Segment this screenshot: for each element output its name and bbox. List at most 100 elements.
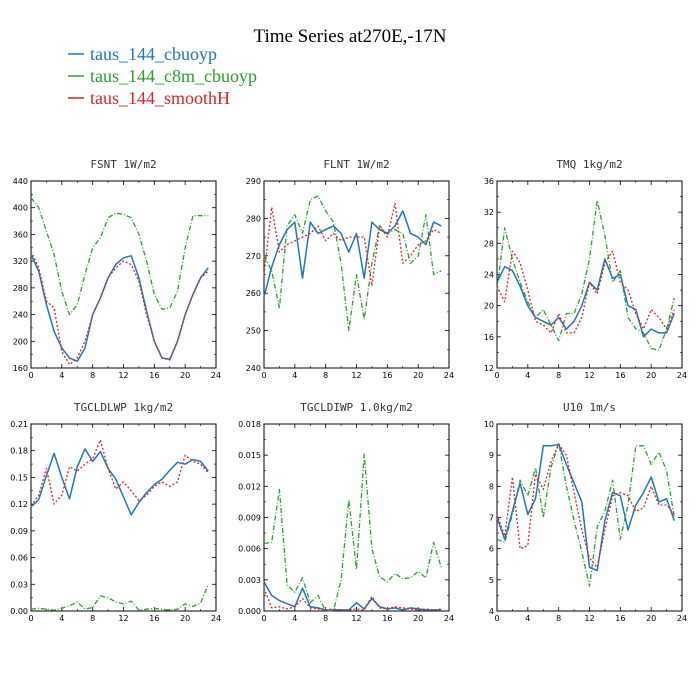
y-tick-label: 360 [13,230,28,239]
plot-frame [496,180,683,369]
figure-title: Time Series at270E,-17N [254,26,447,47]
series-line-taus-144-c8m-cbuoyp [496,442,675,587]
legend-entry-taus-144-c8m-cbuoyp: taus_144_c8m_cbuoyp [68,66,257,86]
y-tick-label: 8 [489,482,494,491]
x-tick-label: 24 [211,614,221,623]
plot-frame [30,423,217,612]
y-tick-label: 240 [13,311,28,320]
legend-label: taus_144_cbuoyp [90,44,217,64]
series-line-taus-144-c8m-cbuoyp [30,584,209,611]
y-tick-label: 12 [484,364,494,373]
x-tick-label: 8 [90,614,95,623]
y-tick-label: 240 [246,364,261,373]
x-tick-label: 4 [525,614,530,623]
y-tick-label: 0.018 [238,420,261,429]
x-tick-label: 8 [323,614,328,623]
y-tick-label: 0.18 [10,447,28,456]
y-tick-label: 0.03 [10,580,28,589]
x-tick-label: 12 [584,614,594,623]
x-tick-label: 12 [351,614,361,623]
y-tick-label: 0.015 [238,451,261,460]
y-tick-label: 290 [246,177,261,186]
series-line-taus-144-smoothh [496,443,675,569]
y-tick-label: 440 [13,177,28,186]
panel-title: FSNT 1W/m2 [90,158,156,171]
x-tick-label: 24 [677,371,687,380]
series-line-taus-144-cbuoyp [30,254,209,363]
y-tick-label: 0.15 [10,473,28,482]
y-tick-label: 4 [489,607,494,616]
chart-panel-fsnt-1w-m2: FSNT 1W/m2 160 200 240 280 320 360 400 440 0 4 8 12 1… [13,158,221,380]
x-tick-label: 4 [292,371,297,380]
x-tick-label: 4 [59,371,64,380]
x-tick-label: 20 [413,614,423,623]
plot-frame [496,423,683,612]
panel-title: TMQ 1kg/m2 [556,158,622,171]
y-tick-label: 160 [13,364,28,373]
y-tick-label: 0.09 [10,527,28,536]
series-line-taus-144-smoothh [263,202,442,287]
y-tick-label: 280 [246,214,261,223]
x-tick-label: 12 [351,371,361,380]
x-tick-label: 20 [646,614,656,623]
panel-title: U10 1m/s [563,401,616,414]
y-tick-label: 0.00 [10,607,28,616]
x-tick-label: 16 [382,614,392,623]
x-tick-label: 4 [59,614,64,623]
x-tick-label: 0 [261,614,266,623]
x-tick-label: 24 [677,614,687,623]
x-tick-label: 20 [180,614,190,623]
y-tick-label: 200 [13,337,28,346]
y-tick-label: 28 [484,239,494,248]
y-tick-label: 32 [484,208,494,217]
legend-label: taus_144_c8m_cbuoyp [90,66,257,86]
x-tick-label: 24 [211,371,221,380]
series-line-taus-144-cbuoyp [30,448,209,516]
chart-panel-flnt-1w-m2: FLNT 1W/m2 240 250 260 270 280 290 0 4 8 12 16 20 24 [246,158,454,380]
y-tick-label: 270 [246,252,261,261]
series-line-taus-144-c8m-cbuoyp [263,453,442,612]
x-tick-label: 12 [118,371,128,380]
series-line-taus-144-cbuoyp [496,443,676,572]
y-tick-label: 5 [489,576,494,585]
y-tick-label: 36 [484,177,494,186]
y-tick-label: 0.003 [238,576,261,585]
chart-panel-tgcldlwp-1kg-m2: TGCLDLWP 1kg/m2 0.00 0.03 0.06 0.09 0.12 0.15 0… [10,401,221,623]
y-tick-label: 0.21 [10,420,28,429]
chart-panel-tgcldiwp-1-0kg-m2: TGCLDIWP 1.0kg/m2 0.000 0.003 0.006 0.009 0.0… [238,401,454,623]
x-tick-label: 4 [292,614,297,623]
series-line-taus-144-cbuoyp [496,258,675,338]
panel-title: TGCLDLWP 1kg/m2 [74,401,173,414]
x-tick-label: 8 [556,614,561,623]
y-tick-label: 6 [489,545,494,554]
y-tick-label: 280 [13,284,28,293]
y-tick-label: 24 [484,271,494,280]
panel-title: FLNT 1W/m2 [323,158,389,171]
y-tick-label: 0.06 [10,554,28,563]
x-tick-label: 16 [382,371,392,380]
x-tick-label: 24 [444,614,454,623]
x-tick-label: 12 [584,371,594,380]
x-tick-label: 8 [323,371,328,380]
y-tick-label: 7 [489,514,494,523]
y-tick-label: 16 [484,333,494,342]
y-tick-label: 0.12 [10,500,28,509]
x-tick-label: 24 [444,371,454,380]
y-tick-label: 0.000 [238,607,261,616]
series-line-taus-144-smoothh [263,587,442,611]
series-line-taus-144-c8m-cbuoyp [30,197,209,316]
y-tick-label: 0.006 [238,545,261,554]
x-tick-label: 12 [118,614,128,623]
legend-label: taus_144_smoothH [90,88,230,108]
series-line-taus-144-smoothh [30,250,209,366]
legend-entry-taus-144-cbuoyp: taus_144_cbuoyp [68,44,217,64]
x-tick-label: 16 [149,371,159,380]
x-tick-label: 16 [149,614,159,623]
y-tick-label: 10 [484,420,494,429]
plot-frame [263,423,450,612]
y-tick-label: 320 [13,257,28,266]
y-tick-label: 9 [489,451,494,460]
